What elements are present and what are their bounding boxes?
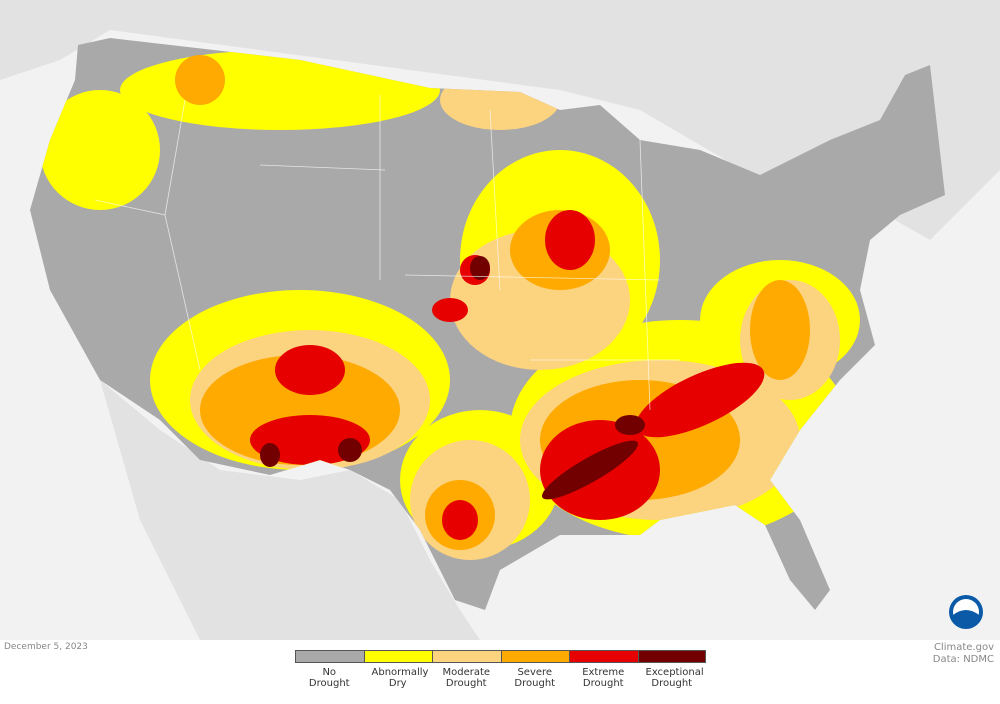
map-date: December 5, 2023 <box>4 642 88 652</box>
noaa-logo <box>949 595 983 629</box>
legend: No Drought Abnormally Dry Moderate Drought… <box>295 650 706 689</box>
legend-label: Exceptional Drought <box>645 667 704 689</box>
legend-swatch <box>637 650 706 663</box>
credit: Climate.gov <box>933 642 994 653</box>
legend-label: No Drought <box>308 667 350 689</box>
legend-swatch <box>500 650 569 663</box>
drought-map <box>0 0 1000 640</box>
legend-item: Abnormally Dry <box>363 650 432 689</box>
mexico <box>100 380 480 640</box>
legend-label: Abnormally Dry <box>371 667 429 689</box>
legend-item: Extreme Drought <box>569 650 638 689</box>
legend-item: No Drought <box>295 650 364 689</box>
legend-label: Severe Drought <box>514 667 556 689</box>
legend-swatch <box>295 650 364 663</box>
legend-label: Moderate Drought <box>442 667 491 689</box>
credit: Data: NDMC <box>932 654 994 665</box>
canada <box>0 0 1000 240</box>
legend-item: Exceptional Drought <box>637 650 706 689</box>
legend-item: Moderate Drought <box>432 650 501 689</box>
legend-label: Extreme Drought <box>582 667 625 689</box>
legend-swatch <box>569 650 638 663</box>
legend-swatch <box>432 650 501 663</box>
legend-swatch <box>363 650 432 663</box>
legend-item: Severe Drought <box>500 650 569 689</box>
